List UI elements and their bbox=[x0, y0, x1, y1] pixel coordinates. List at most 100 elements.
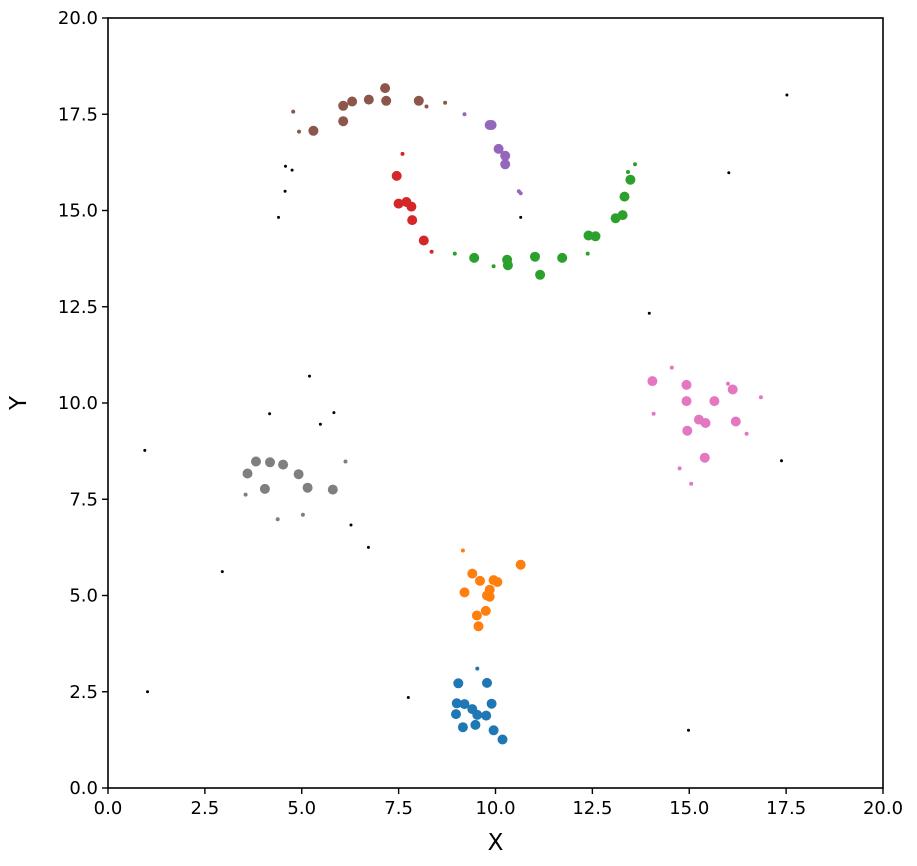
data-point bbox=[460, 548, 465, 553]
data-point bbox=[424, 104, 429, 109]
data-point bbox=[475, 575, 485, 586]
data-point bbox=[480, 605, 491, 616]
y-tick-label: 15.0 bbox=[58, 201, 98, 222]
data-point bbox=[452, 251, 457, 256]
data-point bbox=[343, 459, 348, 464]
x-tick-label: 15.0 bbox=[669, 798, 709, 819]
data-point bbox=[318, 422, 322, 426]
data-point bbox=[293, 469, 304, 480]
y-tick-label: 12.5 bbox=[58, 297, 98, 318]
data-point bbox=[500, 159, 511, 170]
data-point bbox=[726, 381, 730, 386]
data-point bbox=[681, 396, 692, 407]
data-point bbox=[493, 143, 504, 154]
x-tick-label: 20.0 bbox=[863, 798, 903, 819]
data-point bbox=[488, 725, 499, 736]
data-point bbox=[626, 170, 630, 174]
data-point bbox=[338, 100, 349, 111]
data-point bbox=[677, 466, 682, 471]
data-point bbox=[633, 162, 637, 167]
data-point bbox=[481, 710, 492, 721]
data-point bbox=[681, 379, 692, 390]
data-point bbox=[308, 374, 311, 378]
data-point bbox=[429, 249, 434, 254]
plot-area-frame bbox=[107, 17, 884, 789]
data-point bbox=[519, 215, 523, 219]
y-tick-label: 0.0 bbox=[69, 778, 98, 799]
data-point bbox=[497, 734, 508, 745]
data-point bbox=[473, 621, 484, 632]
data-point bbox=[278, 459, 289, 470]
data-point bbox=[687, 728, 690, 732]
data-point bbox=[669, 365, 674, 370]
cluster-1 bbox=[459, 548, 526, 632]
data-point bbox=[391, 170, 402, 181]
data-point bbox=[290, 168, 294, 172]
data-point bbox=[349, 523, 353, 527]
data-point bbox=[242, 468, 253, 479]
data-point bbox=[470, 719, 481, 730]
data-point bbox=[730, 416, 741, 427]
data-point bbox=[585, 251, 590, 256]
data-point bbox=[530, 251, 540, 262]
data-point bbox=[709, 396, 720, 407]
data-point bbox=[617, 210, 628, 221]
y-tick-label: 7.5 bbox=[69, 489, 98, 510]
data-point bbox=[406, 696, 410, 699]
data-point bbox=[400, 151, 405, 156]
data-point bbox=[535, 269, 546, 280]
cluster-4 bbox=[462, 112, 523, 196]
y-tick-label: 17.5 bbox=[58, 104, 98, 125]
data-point bbox=[484, 591, 495, 602]
data-point bbox=[418, 235, 429, 246]
data-point bbox=[451, 709, 461, 720]
data-point bbox=[459, 699, 470, 710]
data-point bbox=[462, 112, 467, 117]
data-points bbox=[143, 83, 789, 745]
cluster-2 bbox=[452, 162, 637, 280]
data-point bbox=[557, 252, 568, 263]
data-point bbox=[413, 95, 424, 106]
y-tick-label: 20.0 bbox=[58, 8, 98, 29]
data-point bbox=[486, 698, 497, 709]
data-point bbox=[407, 215, 418, 226]
data-point bbox=[758, 395, 763, 400]
data-point bbox=[457, 722, 468, 733]
data-point bbox=[146, 690, 149, 694]
data-point bbox=[647, 376, 658, 387]
y-tick-label: 5.0 bbox=[69, 586, 98, 607]
data-point bbox=[297, 129, 301, 134]
data-point bbox=[471, 610, 482, 621]
data-point bbox=[492, 577, 503, 587]
data-point bbox=[243, 492, 248, 497]
data-point bbox=[251, 456, 261, 467]
data-point bbox=[347, 96, 358, 107]
data-point bbox=[453, 678, 464, 689]
x-tick-label: 17.5 bbox=[766, 798, 806, 819]
data-point bbox=[393, 198, 404, 209]
cluster-5 bbox=[291, 83, 448, 136]
y-tick-label: 2.5 bbox=[69, 682, 98, 703]
data-point bbox=[486, 120, 497, 130]
data-point bbox=[475, 666, 480, 671]
x-tick-label: 7.5 bbox=[384, 798, 413, 819]
data-point bbox=[443, 100, 448, 105]
x-tick-label: 2.5 bbox=[191, 798, 220, 819]
data-point bbox=[363, 94, 374, 105]
data-point bbox=[472, 709, 483, 720]
data-point bbox=[500, 150, 511, 161]
data-point bbox=[619, 191, 630, 202]
data-point bbox=[700, 418, 711, 428]
data-point bbox=[515, 559, 526, 570]
data-point bbox=[380, 83, 391, 94]
cluster-3 bbox=[391, 151, 434, 254]
data-point bbox=[467, 568, 478, 579]
data-point bbox=[451, 698, 462, 709]
x-tick-label: 12.5 bbox=[572, 798, 612, 819]
data-point bbox=[332, 411, 336, 415]
data-point bbox=[291, 109, 296, 114]
data-point bbox=[491, 264, 496, 269]
data-point bbox=[143, 448, 147, 452]
data-point bbox=[268, 412, 272, 416]
